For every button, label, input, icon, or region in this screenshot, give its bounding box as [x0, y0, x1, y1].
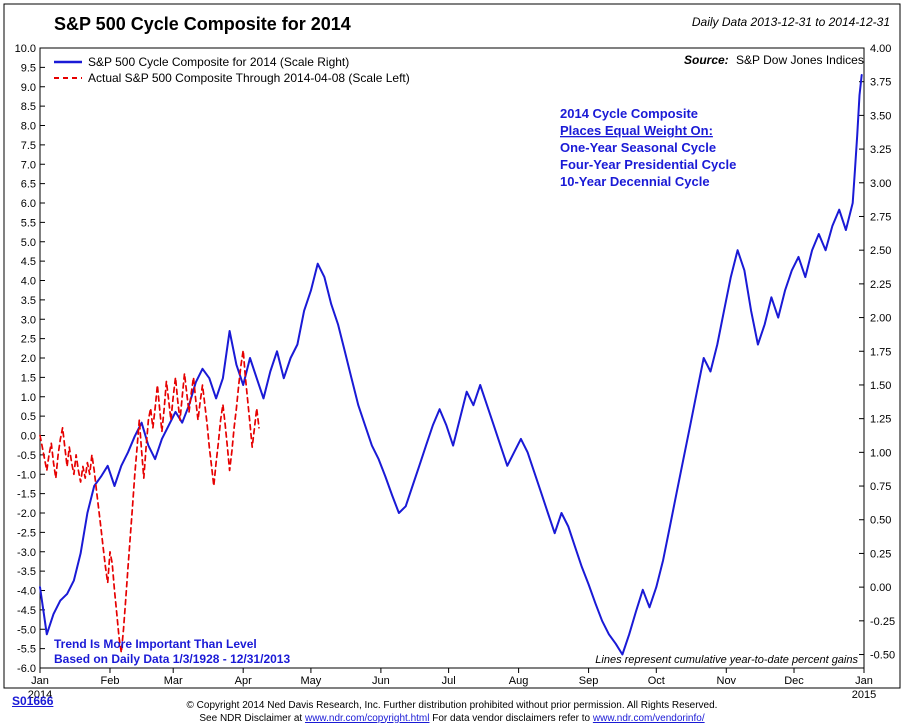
y-left-tick: 1.5: [21, 372, 36, 384]
y-right-tick: 3.00: [870, 178, 891, 190]
footer-l2a: See NDR Disclaimer at: [199, 713, 305, 724]
annotation-heading: 2014 Cycle Composite: [560, 106, 698, 121]
y-left-tick: 1.0: [21, 392, 36, 404]
y-right-tick: 3.75: [870, 77, 891, 89]
y-left-tick: -5.5: [17, 644, 36, 656]
x-month-label: Oct: [648, 675, 665, 687]
plot-area: [40, 48, 864, 668]
footer-link1[interactable]: www.ndr.com/copyright.html: [305, 713, 430, 724]
footer-line2: See NDR Disclaimer at www.ndr.com/copyri…: [0, 713, 904, 726]
x-month-label: Feb: [100, 675, 119, 687]
y-left-tick: -3.5: [17, 566, 36, 578]
y-right-tick: 1.00: [870, 447, 891, 459]
y-right-tick: 1.75: [870, 346, 891, 358]
y-left-tick: -0.5: [17, 450, 36, 462]
chart-svg: S&P 500 Cycle Composite for 2014 Daily Da…: [0, 0, 904, 728]
y-right-tick: 0.00: [870, 582, 891, 594]
y-right-tick: 0.25: [870, 548, 891, 560]
lines-represent-note: Lines represent cumulative year-to-date …: [595, 654, 858, 666]
y-left-tick: -5.0: [17, 624, 36, 636]
annotation-line: Four-Year Presidential Cycle: [560, 157, 736, 172]
y-left-tick: -2.5: [17, 527, 36, 539]
x-month-label: Jul: [442, 675, 456, 687]
y-right-tick: 2.75: [870, 211, 891, 223]
y-left-tick: 4.5: [21, 256, 36, 268]
y-left-tick: -3.0: [17, 547, 36, 559]
y-right-tick: 1.25: [870, 414, 891, 426]
y-left-tick: 9.0: [21, 82, 36, 94]
y-left-tick: -2.0: [17, 508, 36, 520]
y-left-tick: 8.5: [21, 101, 36, 113]
y-left-tick: 3.0: [21, 314, 36, 326]
legend-red-text: Actual S&P 500 Composite Through 2014-04…: [88, 71, 410, 85]
x-month-label: Sep: [579, 675, 599, 687]
y-left-tick: -4.5: [17, 605, 36, 617]
y-left-tick: 5.5: [21, 217, 36, 229]
y-left-tick: -6.0: [17, 663, 36, 675]
y-left-tick: 9.5: [21, 62, 36, 74]
y-left-tick: 5.0: [21, 237, 36, 249]
trend-note-2: Based on Daily Data 1/3/1928 - 12/31/201…: [54, 652, 290, 666]
y-left-tick: -4.0: [17, 586, 36, 598]
x-month-label: Nov: [717, 675, 737, 687]
footer-l2b: For data vendor disclaimers refer to: [429, 713, 592, 724]
x-month-label: Jun: [372, 675, 390, 687]
chart-root: S&P 500 Cycle Composite for 2014 Daily Da…: [0, 0, 904, 728]
y-right-tick: 0.75: [870, 481, 891, 493]
x-month-label: Jan: [31, 675, 49, 687]
y-left-tick: 7.0: [21, 159, 36, 171]
source-value: S&P Dow Jones Indices: [736, 53, 864, 67]
x-month-label: Apr: [235, 675, 252, 687]
y-right-tick: 2.00: [870, 313, 891, 325]
footer-link2[interactable]: www.ndr.com/vendorinfo/: [593, 713, 705, 724]
y-left-tick: 3.5: [21, 295, 36, 307]
footer-line1: © Copyright 2014 Ned Davis Research, Inc…: [0, 700, 904, 713]
y-left-tick: 6.5: [21, 179, 36, 191]
chart-title: S&P 500 Cycle Composite for 2014: [54, 14, 351, 34]
x-month-label: Mar: [164, 675, 183, 687]
trend-note-1: Trend Is More Important Than Level: [54, 637, 257, 651]
y-right-tick: 3.25: [870, 144, 891, 156]
actual-sp500-line: [40, 350, 259, 652]
x-month-label: May: [301, 675, 322, 687]
daily-data-range: Daily Data 2013-12-31 to 2014-12-31: [692, 15, 890, 29]
y-left-tick: 10.0: [15, 43, 36, 55]
y-left-tick: 2.5: [21, 334, 36, 346]
y-left-tick: 6.0: [21, 198, 36, 210]
footer: © Copyright 2014 Ned Davis Research, Inc…: [0, 700, 904, 725]
cycle-composite-line: [40, 75, 862, 655]
y-right-tick: 4.00: [870, 43, 891, 55]
y-left-tick: 0.5: [21, 411, 36, 423]
y-right-tick: 1.50: [870, 380, 891, 392]
y-right-tick: 0.50: [870, 515, 891, 527]
annotation-underline: Places Equal Weight On:: [560, 123, 713, 138]
y-left-tick: 8.0: [21, 121, 36, 133]
annotation-line: One-Year Seasonal Cycle: [560, 140, 716, 155]
y-right-tick: 3.50: [870, 110, 891, 122]
y-right-tick: 2.50: [870, 245, 891, 257]
annotation-line: 10-Year Decennial Cycle: [560, 174, 710, 189]
source-label: Source:: [684, 53, 729, 67]
x-month-label: Aug: [509, 675, 529, 687]
y-left-tick: 4.0: [21, 276, 36, 288]
y-left-tick: 7.5: [21, 140, 36, 152]
legend-blue-text: S&P 500 Cycle Composite for 2014 (Scale …: [88, 55, 349, 69]
y-right-tick: -0.25: [870, 616, 895, 628]
y-left-tick: 2.0: [21, 353, 36, 365]
y-right-tick: 2.25: [870, 279, 891, 291]
y-left-tick: -1.5: [17, 489, 36, 501]
x-month-label: Jan: [855, 675, 873, 687]
x-month-label: Dec: [784, 675, 804, 687]
y-right-tick: -0.50: [870, 650, 895, 662]
y-left-tick: 0.0: [21, 431, 36, 443]
y-left-tick: -1.0: [17, 469, 36, 481]
